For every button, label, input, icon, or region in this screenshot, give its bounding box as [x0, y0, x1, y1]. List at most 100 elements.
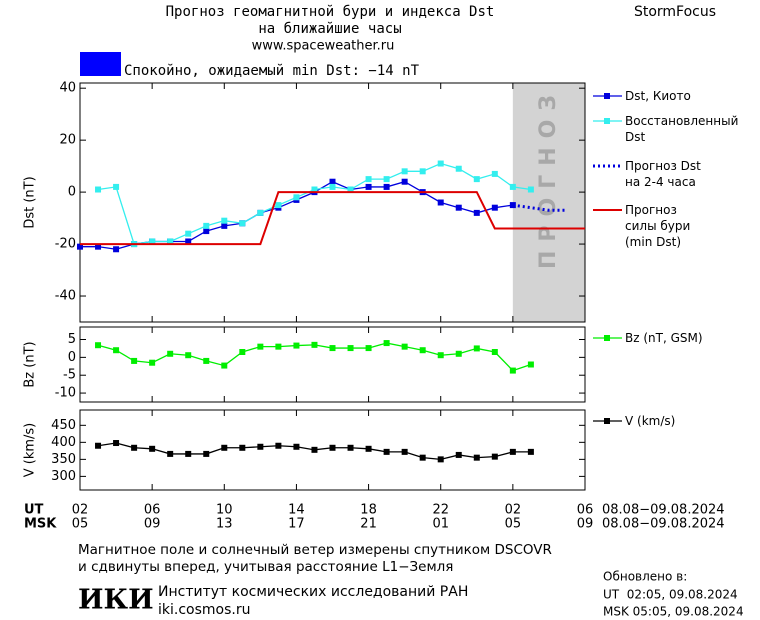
marker	[275, 202, 282, 209]
marker	[95, 442, 102, 449]
y-tick-label: 40	[59, 81, 76, 96]
x-tick-label: 22	[432, 503, 449, 518]
x2-tick-label: 05	[72, 517, 89, 532]
note: и сдвинуты вперед, учитывая расстояние L…	[78, 559, 453, 575]
marker	[131, 444, 138, 451]
updated-label: Обновлено в:	[603, 570, 687, 584]
marker	[95, 342, 102, 349]
institute-url: iki.cosmos.ru	[158, 602, 250, 618]
marker	[221, 362, 228, 369]
marker	[275, 343, 282, 350]
marker	[401, 448, 408, 455]
x2-tick-label: 01	[432, 517, 449, 532]
x2-tick-label: 05	[505, 517, 522, 532]
marker	[437, 352, 444, 359]
plot-frame	[79, 82, 586, 323]
note: Магнитное поле и солнечный ветер измерен…	[78, 542, 552, 558]
marker	[401, 343, 408, 350]
legend-marker	[604, 418, 610, 424]
marker	[311, 341, 318, 348]
marker	[401, 178, 408, 185]
marker	[239, 349, 246, 355]
marker	[473, 454, 480, 461]
marker	[239, 220, 246, 227]
series-line	[97, 162, 531, 245]
marker	[185, 352, 192, 359]
marker	[383, 448, 390, 455]
marker	[221, 222, 228, 229]
marker	[149, 359, 156, 366]
plot-frame	[79, 326, 586, 403]
updated-ut: UT 02:05, 09.08.2024	[603, 588, 738, 602]
marker	[257, 343, 264, 350]
marker	[365, 445, 372, 452]
legend-marker	[604, 93, 610, 99]
x-tick-label: 18	[360, 503, 377, 518]
marker	[473, 345, 480, 352]
marker	[383, 340, 390, 347]
marker	[455, 451, 462, 458]
x2-axis-label: MSK	[24, 517, 57, 532]
updated-msk: MSK 05:05, 09.08.2024	[603, 605, 744, 619]
marker	[437, 456, 444, 463]
marker	[167, 350, 174, 357]
marker	[167, 450, 174, 457]
marker	[383, 183, 390, 190]
y-tick-label: -40	[55, 289, 76, 304]
marker	[131, 357, 138, 364]
marker	[293, 194, 300, 201]
x-tick-label: 02	[72, 503, 89, 518]
y-tick-label: 350	[51, 452, 76, 467]
marker	[329, 444, 336, 451]
marker	[455, 350, 462, 357]
marker	[95, 243, 102, 250]
marker	[149, 445, 156, 452]
y-tick-label: -5	[63, 368, 76, 383]
legend-marker	[604, 335, 610, 341]
marker	[329, 345, 336, 352]
y-tick-label: 0	[68, 185, 76, 200]
marker	[491, 349, 498, 355]
marker	[527, 448, 534, 455]
marker	[509, 183, 516, 190]
x-tick-label: 06	[577, 503, 594, 518]
marker	[185, 450, 192, 457]
title: Прогноз геомагнитной бури и индекса Dst	[166, 4, 495, 20]
marker	[527, 186, 534, 193]
marker	[167, 238, 174, 245]
legend-label: V (km/s)	[625, 414, 676, 428]
y-axis-label: Bz (nT)	[23, 341, 38, 387]
marker	[347, 186, 354, 193]
logo: ИКИ	[78, 585, 154, 616]
marker	[257, 209, 264, 216]
legend-label: Восстановленный Dst	[625, 114, 739, 144]
brand: StormFocus	[634, 4, 716, 20]
marker	[275, 442, 282, 449]
marker	[239, 444, 246, 451]
date-range: 08.08−09.08.2024	[602, 517, 725, 532]
marker	[419, 454, 426, 461]
date-range: 08.08−09.08.2024	[602, 503, 725, 518]
marker	[491, 170, 498, 177]
marker	[365, 176, 372, 183]
series-line	[80, 191, 585, 246]
x-tick-label: 10	[216, 503, 233, 518]
legend-label: Прогноз силы бури (min Dst)	[625, 203, 691, 249]
marker	[185, 238, 192, 245]
marker	[113, 347, 120, 354]
x-axis-label: UT	[24, 503, 44, 518]
plot-frame	[79, 409, 586, 491]
marker	[491, 453, 498, 460]
marker	[293, 443, 300, 450]
marker	[311, 446, 318, 453]
y-axis-label: V (km/s)	[23, 423, 38, 478]
x-tick-label: 06	[144, 503, 161, 518]
y-axis-label: Dst (nT)	[23, 176, 38, 228]
marker	[383, 176, 390, 183]
x2-tick-label: 13	[216, 517, 233, 532]
marker	[95, 186, 102, 193]
marker	[203, 228, 210, 235]
marker	[311, 186, 318, 193]
legend-marker	[604, 118, 610, 124]
